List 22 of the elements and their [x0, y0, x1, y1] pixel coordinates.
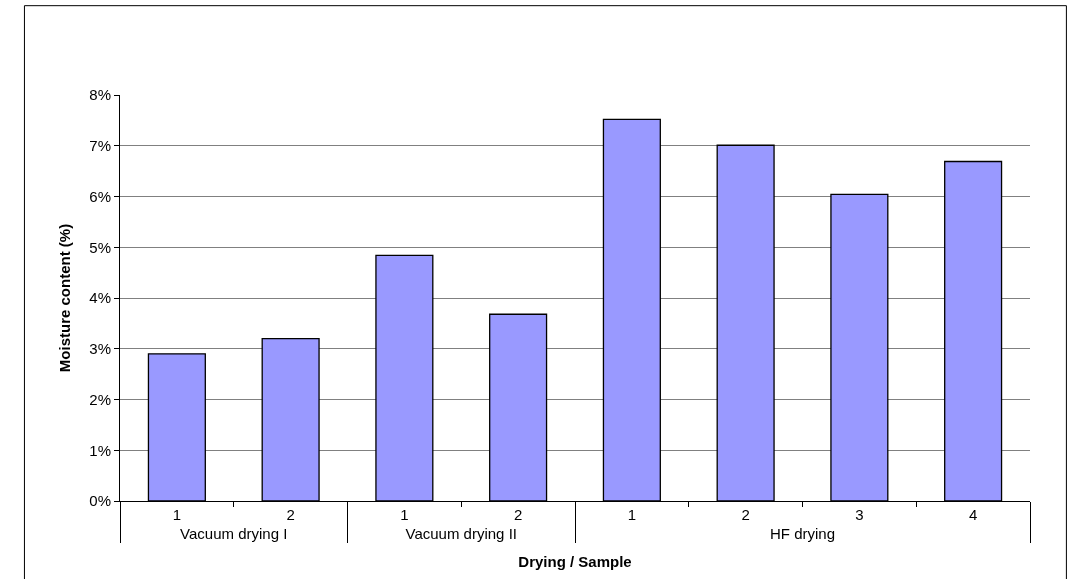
x-tick-label: 4: [968, 506, 978, 523]
x-tick-label: 1: [400, 506, 409, 523]
x-axis-title: Drying / Sample: [518, 553, 632, 570]
y-tick-label: 2%: [89, 390, 111, 408]
x-tick-label: 1: [172, 506, 182, 523]
x-tick-label: 1: [627, 506, 637, 523]
y-tick-label: 6%: [89, 187, 111, 205]
y-tick-label: 8%: [89, 86, 111, 104]
y-tick-label: 4%: [89, 289, 111, 307]
y-tick-label: 1%: [89, 441, 111, 459]
text: Vacuum drying I: [180, 525, 288, 542]
y-tick-label: 3%: [89, 340, 111, 357]
x-tick-label: 2: [513, 506, 523, 523]
x-tick-label: 3: [855, 506, 864, 523]
x-tick-label: 2: [741, 506, 750, 523]
text: Vacuum drying II: [405, 525, 517, 542]
y-tick-label: 0%: [89, 492, 111, 510]
text: HF drying: [769, 525, 836, 542]
x-tick-label: 2: [286, 506, 295, 523]
y-tick-label: 5%: [89, 238, 111, 256]
y-tick-label: 7%: [89, 137, 111, 154]
y-axis-title: Moisture content (%): [55, 223, 73, 373]
